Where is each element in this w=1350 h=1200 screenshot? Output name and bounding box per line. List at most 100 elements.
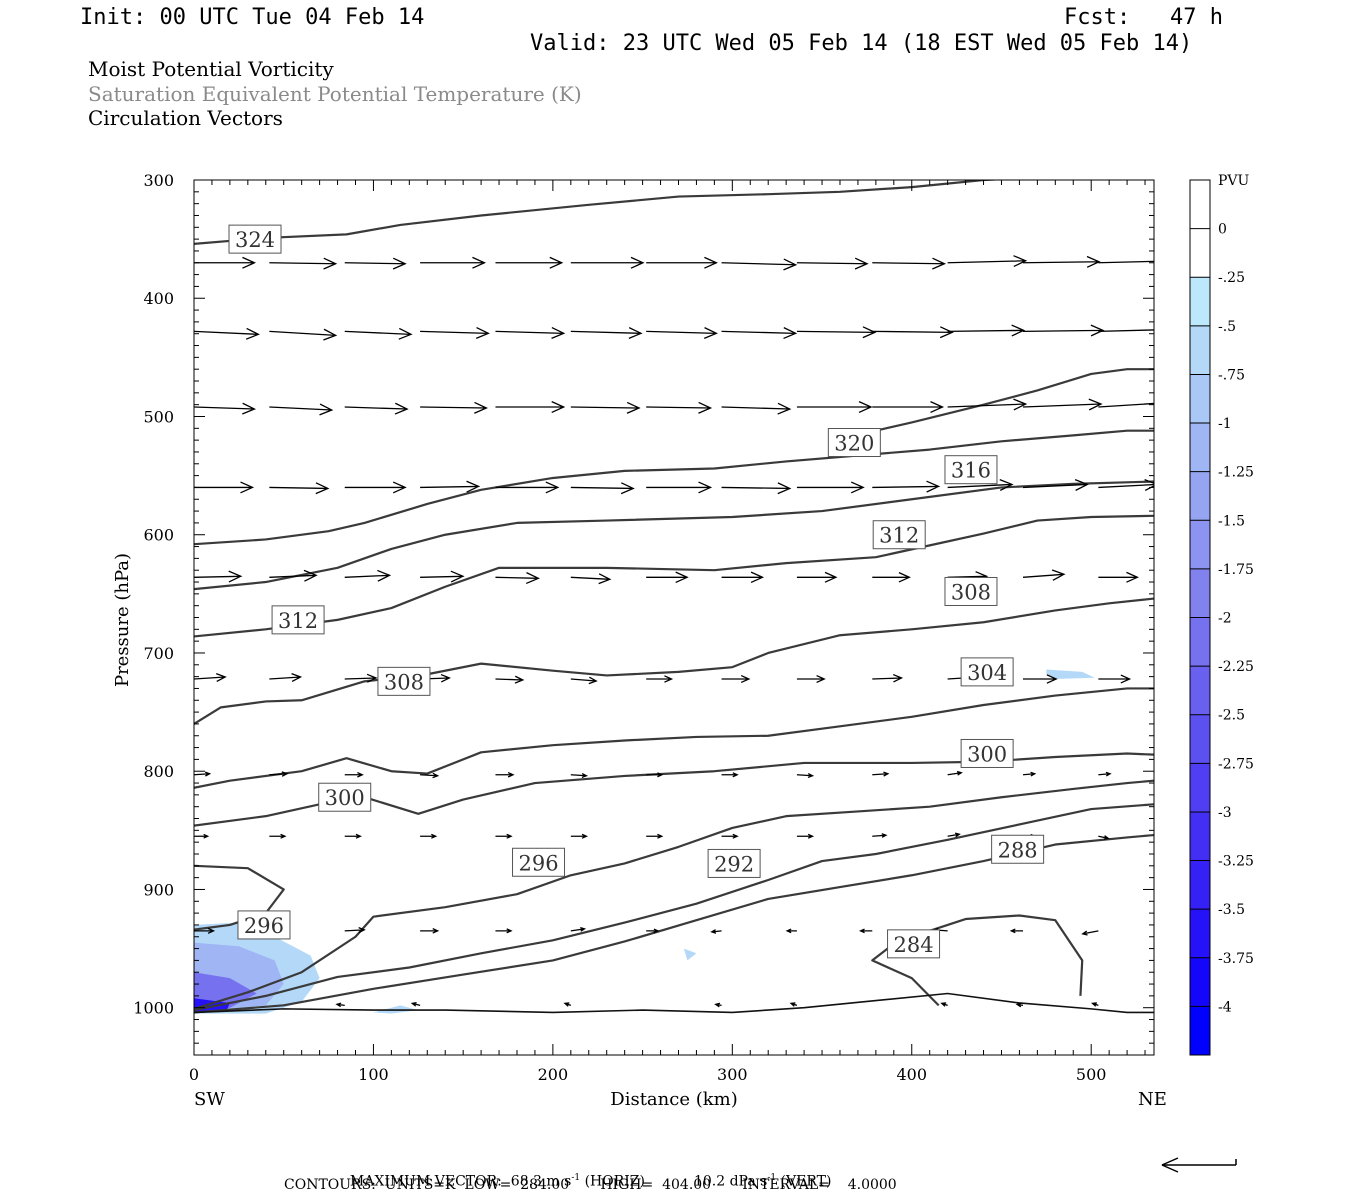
contour-284-11 xyxy=(871,914,1084,1007)
colorbar-label-14: -3.5 xyxy=(1218,902,1245,918)
vector-1-3 xyxy=(420,327,490,339)
colorbar-label-16: -4 xyxy=(1218,999,1232,1015)
colorbar-label-12: -3 xyxy=(1218,805,1232,821)
y-tick-label-3: 600 xyxy=(143,526,174,545)
vector-5-11 xyxy=(1023,674,1058,684)
x-axis-title: Distance (km) xyxy=(610,1089,737,1110)
x-tick-label-1: 100 xyxy=(358,1065,389,1084)
contour-304-5 xyxy=(194,597,1154,725)
contour-316-2 xyxy=(194,429,1154,546)
colorbar-swatch-5 xyxy=(1190,423,1210,472)
vector-8-12 xyxy=(1081,930,1099,936)
colorbar-swatch-11 xyxy=(1190,714,1210,764)
colorbar-label-4: -1 xyxy=(1218,416,1232,432)
vector-1-5 xyxy=(570,327,643,340)
y-tick-label-0: 300 xyxy=(143,171,174,190)
vector-5-8 xyxy=(796,674,826,684)
contour-324-0 xyxy=(194,180,1006,245)
pv-shade-6 xyxy=(683,948,697,961)
vector-8-9 xyxy=(858,928,873,934)
vector-0-8 xyxy=(796,257,869,270)
colorbar-swatch-3 xyxy=(1190,325,1210,375)
contour-label-box-6 xyxy=(377,666,431,696)
contour-312-3 xyxy=(194,480,1154,591)
vector-3-11 xyxy=(1022,478,1089,491)
vector-3-0 xyxy=(194,481,255,494)
contour-label-box-1 xyxy=(827,428,881,457)
pv-shading xyxy=(194,669,1095,1014)
colorbar-swatch-9 xyxy=(1190,617,1210,667)
colorbar-swatch-15 xyxy=(1190,909,1210,958)
contour-288-9 xyxy=(194,803,1154,1012)
x-end-label-right: NE xyxy=(1138,1089,1167,1110)
vector-0-12 xyxy=(1098,260,1154,264)
vector-2-4 xyxy=(495,401,566,414)
vector-3-3 xyxy=(420,480,481,493)
contour-label-box-9 xyxy=(318,782,372,812)
vector-3-2 xyxy=(344,481,407,494)
vector-4-5 xyxy=(570,573,612,585)
contour-label-1: 320 xyxy=(834,432,874,456)
vector-6-1 xyxy=(269,771,289,777)
y-tick-label-2: 500 xyxy=(143,407,174,426)
vector-3-12 xyxy=(1098,479,1154,492)
vector-5-1 xyxy=(269,673,303,683)
horiz-value: 68.3 xyxy=(510,1173,542,1190)
vector-0-1 xyxy=(269,257,338,270)
vector-1-12 xyxy=(1098,329,1154,333)
x-tick-label-3: 300 xyxy=(717,1065,748,1084)
vector-9-8 xyxy=(789,1002,798,1007)
colorbar-swatch-8 xyxy=(1190,568,1210,618)
vector-8-6 xyxy=(646,928,660,934)
vector-7-12 xyxy=(1098,835,1110,840)
vector-4-2 xyxy=(344,569,392,582)
colorbar-label-6: -1.5 xyxy=(1218,513,1245,529)
theta-es-contours xyxy=(194,180,1154,1014)
vector-2-5 xyxy=(570,401,641,414)
horiz-unit-exp: -1 xyxy=(571,1173,581,1183)
colorbar-swatch-10 xyxy=(1190,666,1210,715)
vector-0-3 xyxy=(420,256,487,269)
vector-7-3 xyxy=(420,833,438,839)
vector-3-10 xyxy=(947,478,1014,491)
vector-7-2 xyxy=(344,833,362,839)
vector-1-1 xyxy=(269,328,338,341)
colorbar-swatch-6 xyxy=(1190,471,1210,521)
vector-6-3 xyxy=(420,772,440,779)
title-vectors: Circulation Vectors xyxy=(88,106,283,130)
colorbar-swatch-16 xyxy=(1190,957,1210,1007)
vector-2-8 xyxy=(796,401,873,414)
pv-shade-4 xyxy=(1046,669,1095,679)
vector-4-7 xyxy=(721,571,765,584)
vert-value: 10.2 xyxy=(693,1173,726,1190)
contour-label-box-4 xyxy=(271,605,325,635)
vert-unit: dPa s xyxy=(729,1173,768,1190)
vector-1-2 xyxy=(344,327,413,340)
colorbar-label-3: -.75 xyxy=(1218,367,1245,383)
vector-7-4 xyxy=(495,833,513,839)
contour-label-9: 300 xyxy=(325,786,365,810)
colorbar-swatch-1 xyxy=(1190,228,1210,278)
vector-4-8 xyxy=(796,571,838,583)
footer-contours: CONTOURS: UNITS=K LOW= 284.00 HIGH= 404.… xyxy=(284,1177,897,1193)
colorbar-label-8: -2 xyxy=(1218,611,1232,627)
vector-5-4 xyxy=(495,675,525,684)
vector-4-4 xyxy=(495,572,540,585)
horiz-unit: m s xyxy=(546,1173,572,1190)
x-tick-label-2: 200 xyxy=(538,1065,569,1084)
contour-label-box-2 xyxy=(944,455,998,485)
colorbar-swatch-4 xyxy=(1190,374,1210,424)
contour-label-7: 304 xyxy=(967,661,1007,685)
y-tick-label-4: 700 xyxy=(143,644,174,663)
contour-label-5: 308 xyxy=(951,580,991,604)
vert-tag: (VERT) xyxy=(780,1173,832,1190)
colorbar-unit: PVU xyxy=(1218,173,1250,189)
vector-3-9 xyxy=(872,480,941,493)
colorbar-swatch-7 xyxy=(1190,520,1210,569)
vector-9-3 xyxy=(410,1001,421,1007)
contour-label-11: 296 xyxy=(244,914,284,938)
vector-1-8 xyxy=(796,326,877,339)
vector-9-11 xyxy=(1015,1002,1024,1008)
vector-5-9 xyxy=(872,673,904,683)
vector-7-9 xyxy=(872,833,888,838)
